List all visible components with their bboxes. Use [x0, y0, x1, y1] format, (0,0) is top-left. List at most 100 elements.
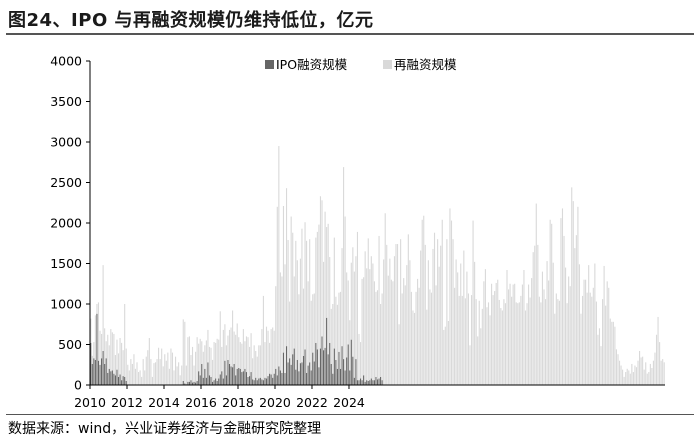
ipo-bar: [302, 355, 305, 385]
refinancing-bar: [433, 232, 436, 385]
ipo-bar: [111, 370, 113, 385]
refinancing-bar: [603, 265, 605, 385]
refinancing-bar: [461, 295, 463, 385]
ipo-bar: [319, 348, 322, 385]
ipo-bar: [349, 370, 351, 385]
refinancing-bar: [329, 257, 331, 343]
refinancing-bar: [395, 244, 397, 385]
refinancing-bar: [458, 295, 460, 385]
ipo-bar: [198, 371, 200, 385]
refinancing-bar: [94, 315, 96, 360]
refinancing-bar: [652, 360, 654, 385]
refinancing-bar: [253, 345, 255, 381]
refinancing-bar: [606, 281, 608, 385]
refinancing-bar: [349, 320, 351, 371]
refinancing-bar: [179, 375, 181, 385]
refinancing-bar: [543, 289, 545, 385]
ipo-bar: [316, 349, 318, 385]
refinancing-bar: [464, 298, 466, 385]
ipo-bar: [310, 370, 312, 385]
ipo-bar: [195, 382, 197, 385]
refinancing-bar: [239, 342, 241, 369]
refinancing-bar: [327, 223, 329, 355]
ipo-bar: [117, 376, 120, 385]
refinancing-bar: [261, 329, 263, 380]
refinancing-bar: [153, 363, 155, 385]
refinancing-bar: [191, 346, 194, 383]
ipo-bar: [193, 381, 195, 385]
refinancing-bar: [230, 327, 232, 367]
refinancing-bar: [167, 352, 169, 385]
refinancing-bar: [585, 279, 587, 385]
refinancing-bar: [558, 300, 560, 385]
ipo-bar: [301, 362, 303, 385]
refinancing-bar: [634, 365, 636, 385]
refinancing-bar: [227, 335, 229, 360]
refinancing-bar: [102, 265, 104, 351]
ipo-bar: [94, 359, 96, 385]
refinancing-bar: [244, 341, 246, 369]
refinancing-bar: [469, 345, 471, 385]
refinancing-bar: [645, 362, 647, 385]
ipo-bar: [375, 376, 377, 385]
ipo-bar: [216, 380, 218, 385]
refinancing-bar: [139, 370, 141, 385]
refinancing-bar: [455, 259, 457, 385]
y-tick-label: 2500: [50, 175, 82, 190]
refinancing-bar: [509, 283, 511, 385]
refinancing-bar: [114, 355, 116, 376]
refinancing-bar: [554, 313, 556, 385]
refinancing-bar: [279, 272, 281, 371]
ipo-bar: [299, 363, 301, 385]
refinancing-bar: [600, 346, 602, 385]
ipo-bar: [381, 380, 383, 385]
refinancing-bar: [432, 248, 434, 385]
ipo-bar: [114, 375, 116, 385]
ipo-bar: [108, 368, 110, 385]
ipo-bar: [261, 379, 263, 385]
refinancing-bar: [454, 287, 456, 385]
refinancing-bar: [204, 345, 206, 369]
ipo-bar: [236, 368, 238, 385]
refinancing-bar: [483, 281, 485, 385]
refinancing-bar: [580, 313, 582, 385]
ipo-bar: [196, 380, 198, 385]
refinancing-bar: [198, 343, 200, 372]
refinancing-bar: [158, 347, 160, 385]
ipo-bar: [309, 362, 311, 385]
y-tick-label: 3500: [50, 94, 82, 109]
refinancing-bar: [518, 302, 520, 385]
refinancing-bar: [216, 338, 218, 381]
refinancing-bar: [578, 264, 580, 385]
refinancing-bar: [438, 266, 440, 385]
refinancing-bar: [221, 346, 223, 372]
ipo-bar: [213, 380, 215, 385]
refinancing-bar: [90, 318, 92, 343]
refinancing-bar: [492, 295, 494, 385]
refinancing-bar: [506, 269, 508, 385]
refinancing-bar: [247, 337, 249, 377]
refinancing-bar: [643, 369, 645, 385]
refinancing-bar: [386, 244, 388, 385]
refinancing-bar: [484, 269, 486, 385]
ipo-bar: [322, 350, 325, 385]
refinancing-bar: [529, 297, 531, 385]
ipo-bar: [202, 377, 204, 385]
refinancing-bar: [420, 250, 422, 385]
ipo-bar: [347, 344, 349, 385]
ipo-bar: [182, 380, 184, 385]
ipo-bar: [269, 373, 271, 385]
refinancing-bar: [364, 251, 366, 382]
ipo-bar: [350, 339, 352, 385]
chart-title: 图24、IPO 与再融资规模仍维持低位，亿元: [8, 10, 374, 31]
refinancing-bar: [421, 219, 423, 385]
refinancing-bar: [213, 342, 215, 381]
ipo-bar: [208, 375, 211, 385]
refinancing-bar: [571, 187, 573, 385]
refinancing-bar: [168, 368, 170, 385]
refinancing-bar: [312, 294, 314, 353]
refinancing-bar: [390, 279, 392, 385]
refinancing-bar: [398, 324, 400, 385]
refinancing-bar: [282, 205, 285, 353]
refinancing-bar: [124, 304, 126, 377]
